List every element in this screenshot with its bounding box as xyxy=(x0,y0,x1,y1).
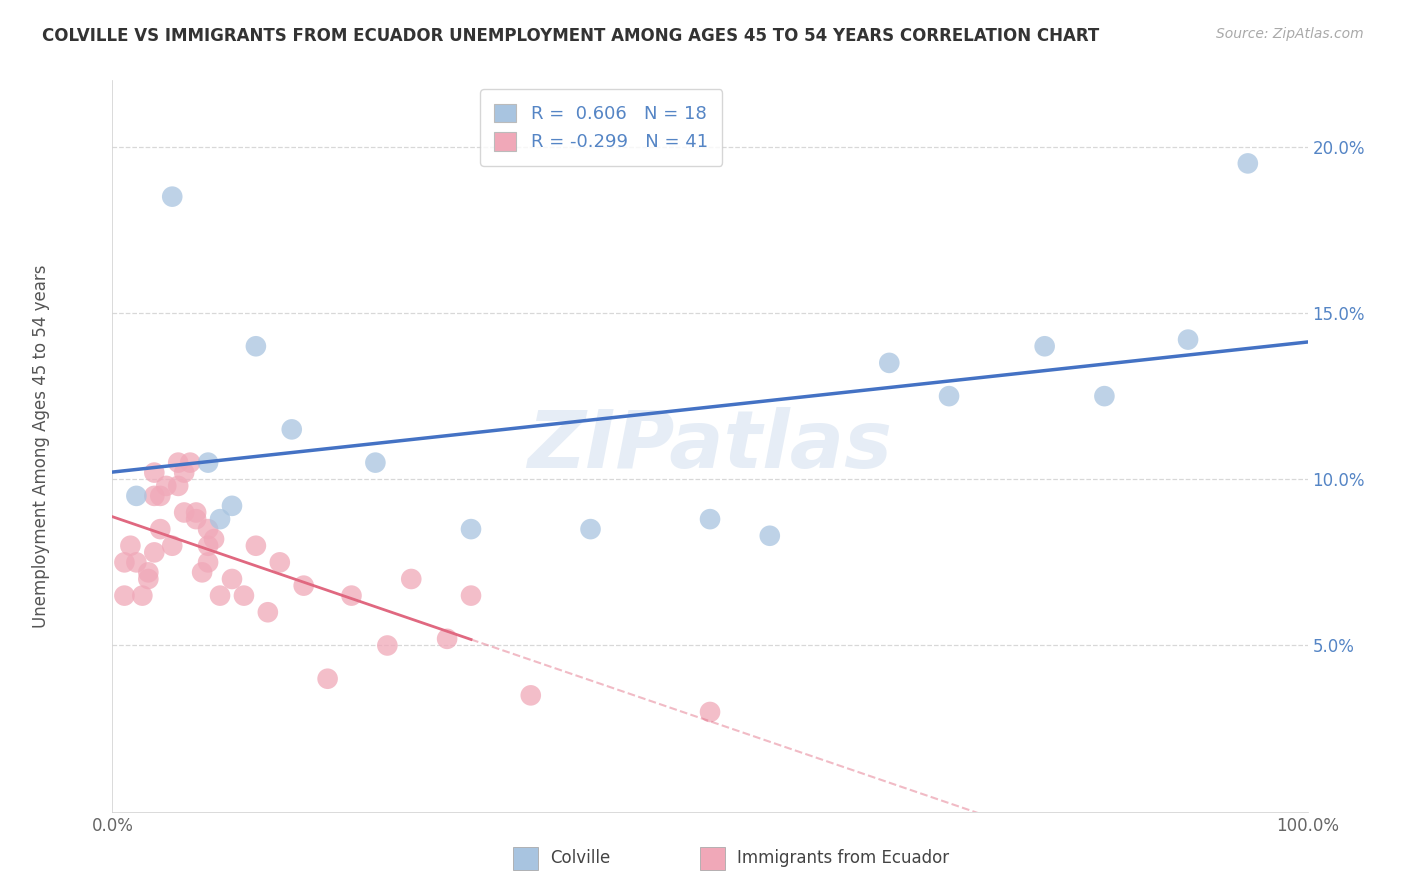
Text: Colville: Colville xyxy=(550,849,610,867)
Point xyxy=(209,512,232,526)
Point xyxy=(138,572,160,586)
Point xyxy=(167,479,190,493)
Point xyxy=(879,356,901,370)
Point xyxy=(460,522,482,536)
Point xyxy=(233,589,256,603)
Point xyxy=(436,632,458,646)
Point xyxy=(149,522,172,536)
Point xyxy=(120,539,142,553)
Point xyxy=(186,506,208,520)
Point xyxy=(759,529,782,543)
Point xyxy=(316,672,339,686)
Point xyxy=(257,605,280,619)
Point xyxy=(202,532,225,546)
Text: Immigrants from Ecuador: Immigrants from Ecuador xyxy=(737,849,949,867)
Point xyxy=(245,339,267,353)
Text: ZIPatlas: ZIPatlas xyxy=(527,407,893,485)
Point xyxy=(197,539,219,553)
Point xyxy=(114,589,135,603)
Point xyxy=(162,539,183,553)
Point xyxy=(460,589,482,603)
Point xyxy=(1237,156,1260,170)
Point xyxy=(197,522,219,536)
Point xyxy=(1177,333,1199,347)
Point xyxy=(1094,389,1116,403)
Point xyxy=(125,555,148,569)
Point xyxy=(197,456,219,470)
Point xyxy=(245,539,267,553)
Point xyxy=(340,589,363,603)
Point xyxy=(186,512,208,526)
Point xyxy=(143,545,166,559)
Point xyxy=(221,499,243,513)
Point xyxy=(699,705,721,719)
Point xyxy=(138,566,160,580)
Point xyxy=(1033,339,1056,353)
Point xyxy=(114,555,135,569)
Point xyxy=(377,639,399,653)
Point xyxy=(579,522,602,536)
Point xyxy=(197,555,219,569)
Text: COLVILLE VS IMMIGRANTS FROM ECUADOR UNEMPLOYMENT AMONG AGES 45 TO 54 YEARS CORRE: COLVILLE VS IMMIGRANTS FROM ECUADOR UNEM… xyxy=(42,27,1099,45)
Point xyxy=(143,489,166,503)
Point xyxy=(269,555,291,569)
Point xyxy=(155,479,177,493)
Point xyxy=(167,456,190,470)
Point xyxy=(401,572,423,586)
Point xyxy=(173,466,195,480)
Point xyxy=(125,489,148,503)
Point xyxy=(131,589,153,603)
Point xyxy=(281,422,304,436)
Point xyxy=(143,466,166,480)
Point xyxy=(209,589,232,603)
Text: Source: ZipAtlas.com: Source: ZipAtlas.com xyxy=(1216,27,1364,41)
Point xyxy=(938,389,960,403)
Point xyxy=(149,489,172,503)
Point xyxy=(191,566,214,580)
Point xyxy=(520,689,543,703)
Point xyxy=(173,506,195,520)
Point xyxy=(699,512,721,526)
Point xyxy=(162,189,183,203)
Point xyxy=(221,572,243,586)
Point xyxy=(179,456,201,470)
Legend: R =  0.606   N = 18, R = -0.299   N = 41: R = 0.606 N = 18, R = -0.299 N = 41 xyxy=(479,89,723,166)
Point xyxy=(292,579,315,593)
Point xyxy=(364,456,387,470)
Text: Unemployment Among Ages 45 to 54 years: Unemployment Among Ages 45 to 54 years xyxy=(32,264,49,628)
